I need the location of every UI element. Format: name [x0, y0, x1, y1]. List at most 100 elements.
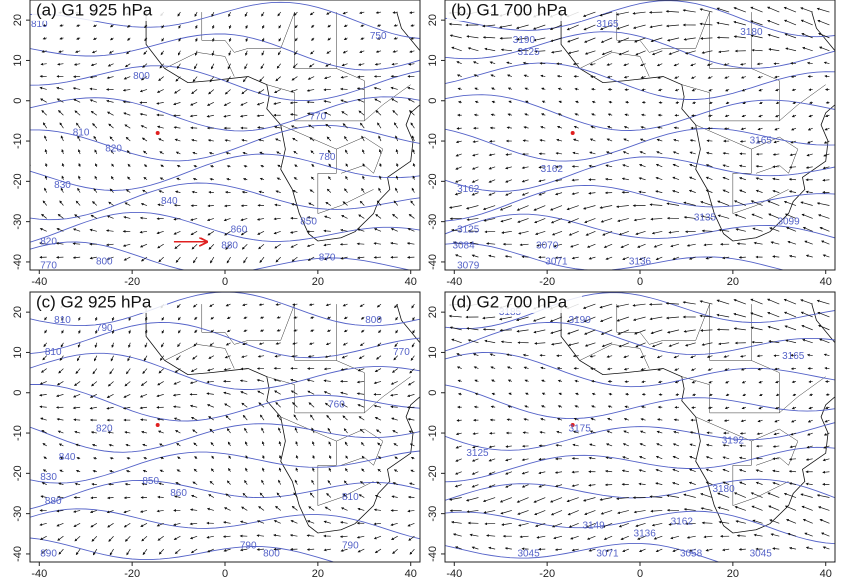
- wind-vector: [395, 175, 399, 180]
- wind-vector: [734, 506, 746, 511]
- wind-vector: [507, 113, 512, 117]
- wind-vector: [262, 37, 265, 42]
- wind-vector: [535, 522, 546, 528]
- wind-vector: [141, 430, 148, 434]
- wind-vector: [556, 125, 563, 129]
- wind-vector: [124, 482, 131, 486]
- wind-vector: [276, 63, 281, 69]
- wind-vector: [226, 428, 231, 434]
- contour-label: 3136: [634, 528, 657, 539]
- wind-vector: [805, 482, 813, 486]
- wind-vector: [39, 228, 47, 232]
- wind-vector: [733, 312, 746, 318]
- wind-vector: [56, 381, 64, 386]
- wind-vector: [293, 414, 298, 421]
- wind-vector: [206, 380, 214, 384]
- wind-vector: [457, 87, 462, 91]
- wind-vector: [541, 405, 546, 408]
- wind-vector: [30, 63, 31, 65]
- wind-vector: [30, 24, 31, 26]
- wind-vector: [72, 256, 81, 260]
- wind-vector: [225, 415, 231, 421]
- wind-vector: [56, 509, 64, 513]
- wind-vector: [784, 505, 797, 511]
- wind-vector: [242, 303, 248, 307]
- wind-vector: [756, 432, 763, 436]
- wind-vector: [722, 481, 730, 485]
- wind-vector: [359, 303, 365, 307]
- wind-vector: [109, 548, 114, 556]
- border: [336, 136, 384, 174]
- wind-vector: [378, 135, 382, 142]
- wind-vector: [668, 50, 680, 55]
- wind-vector: [144, 342, 148, 348]
- wind-vector: [174, 138, 181, 142]
- wind-vector: [637, 535, 646, 540]
- wind-vector: [500, 340, 512, 344]
- wind-vector: [124, 202, 131, 206]
- wind-vector: [499, 328, 512, 332]
- wind-vector: [757, 127, 763, 131]
- wind-vector: [239, 379, 248, 383]
- wind-vector: [488, 153, 496, 157]
- wind-vector: [471, 192, 479, 196]
- wind-vector: [242, 414, 248, 421]
- wind-vector: [228, 455, 232, 460]
- wind-vector: [393, 122, 399, 129]
- wind-vector: [739, 189, 746, 193]
- wind-vector: [692, 101, 696, 104]
- wind-vector: [622, 456, 629, 460]
- wind-vector: [785, 47, 797, 52]
- wind-vector: [588, 256, 596, 260]
- wind-vector: [56, 98, 64, 103]
- wind-vector: [620, 535, 629, 540]
- wind-vector: [618, 50, 629, 56]
- wind-vector: [650, 217, 663, 221]
- wind-vector: [573, 430, 579, 434]
- border: [336, 428, 384, 466]
- wind-vector: [142, 189, 148, 193]
- wind-vector: [139, 510, 148, 513]
- y-tick-label: 0: [12, 390, 24, 396]
- wind-vector: [39, 241, 47, 245]
- wind-vector: [359, 50, 365, 54]
- x-tick-label: 40: [405, 276, 417, 288]
- wind-vector: [273, 520, 281, 524]
- wind-vector: [158, 190, 164, 193]
- wind-vector: [683, 329, 696, 333]
- wind-vector: [605, 548, 613, 552]
- wind-vector: [41, 213, 47, 219]
- wind-vector: [340, 391, 348, 395]
- wind-vector: [392, 11, 398, 14]
- wind-vector: [409, 443, 415, 447]
- wind-vector: [243, 329, 248, 332]
- wind-vector: [690, 76, 696, 79]
- wind-vector: [94, 342, 98, 348]
- wind-vector: [309, 189, 315, 193]
- contour-label: 3162: [457, 184, 480, 195]
- wind-vector: [791, 406, 797, 410]
- wind-vector: [752, 227, 763, 232]
- wind-vector: [259, 151, 265, 155]
- wind-vector: [193, 165, 198, 168]
- wind-vector: [210, 329, 215, 333]
- wind-vector: [488, 458, 496, 462]
- wind-vector: [224, 355, 231, 359]
- wind-vector: [373, 242, 382, 245]
- wind-vector: [39, 535, 47, 540]
- wind-vector: [378, 149, 382, 155]
- wind-vector: [445, 243, 446, 245]
- wind-vector: [209, 303, 215, 307]
- panel-title: (c) G2 925 hPa: [36, 292, 152, 311]
- wind-vector: [655, 482, 663, 485]
- wind-vector: [456, 353, 462, 356]
- wind-vector: [57, 62, 64, 66]
- wind-vector: [449, 34, 462, 39]
- wind-vector: [584, 510, 596, 516]
- wind-vector: [194, 11, 198, 17]
- wind-vector: [324, 215, 331, 219]
- wind-vector: [78, 316, 81, 321]
- wind-vector: [294, 24, 298, 29]
- wind-vector: [262, 467, 265, 472]
